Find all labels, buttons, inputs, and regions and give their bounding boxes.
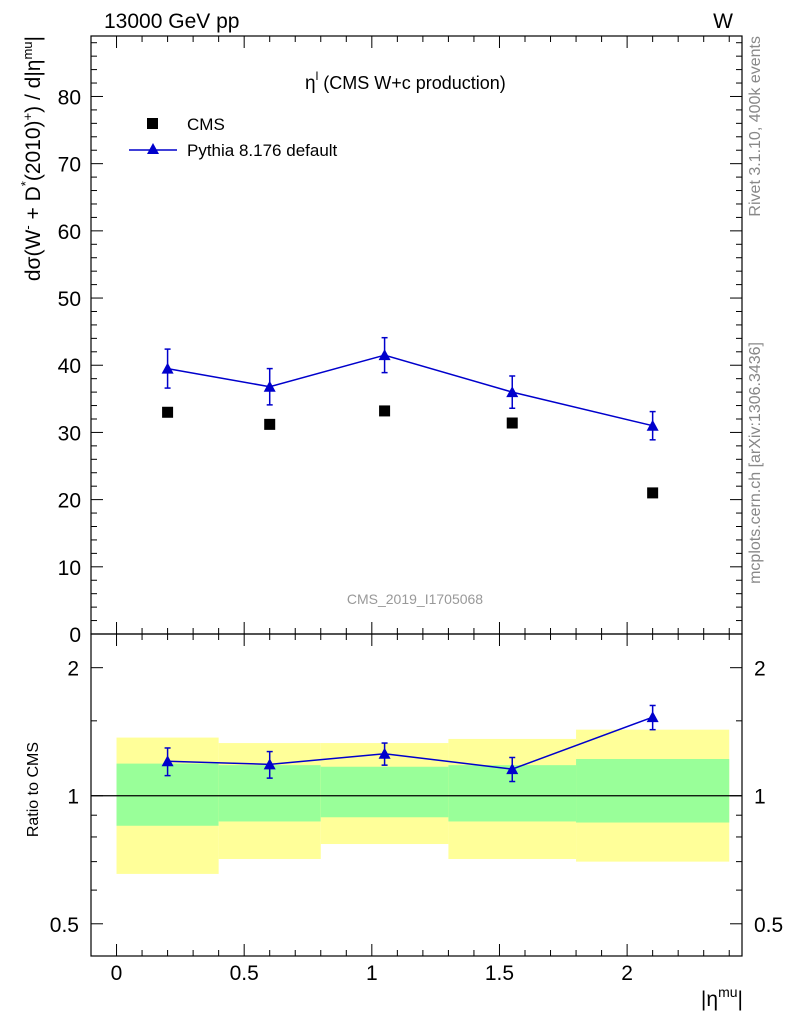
main-y-tick-label: 80 xyxy=(58,86,81,109)
ratio-y-tick-label: 1 xyxy=(67,786,79,809)
uncertainty-band-inner xyxy=(576,758,730,823)
main-y-tick-label: 0 xyxy=(69,624,81,647)
cms-data-point xyxy=(506,417,518,429)
x-tick-label: 0 xyxy=(111,962,123,985)
legend-mc-label: Pythia 8.176 default xyxy=(187,141,338,160)
cms-data-point xyxy=(647,487,659,499)
mc-data-point xyxy=(161,362,174,374)
x-tick-label: 2 xyxy=(621,962,633,985)
mcplots-label: mcplots.cern.ch [arXiv:1306.3436] xyxy=(747,342,764,584)
main-y-tick-label: 50 xyxy=(58,288,81,311)
mc-data-point xyxy=(646,419,659,431)
mc-series-line xyxy=(167,354,653,427)
ratio-y-tick-label: 2 xyxy=(67,658,79,681)
ratio-y-tick-label: 0.5 xyxy=(50,914,79,937)
ratio-mc-point xyxy=(263,758,276,770)
ratio-y-tick-label-right: 1 xyxy=(754,786,766,809)
ratio-mc-point xyxy=(378,747,391,759)
legend-cms-marker xyxy=(147,118,158,129)
legend-cms-label: CMS xyxy=(187,115,225,134)
main-panel: 0 10 20 30 40 50 60 70 80 ηl (CMS W+c production… xyxy=(58,35,743,647)
x-tick-label: 0.5 xyxy=(230,962,259,985)
rivet-label: Rivet 3.1.10, 400k events xyxy=(747,36,764,217)
ratio-panel: 0.5 0.5 1 1 2 2 0 0.5 1 1.5 2 xyxy=(50,633,783,985)
ratio-mc-point xyxy=(161,755,174,767)
cms-data-point xyxy=(264,418,276,430)
watermark: CMS_2019_I1705068 xyxy=(347,591,483,607)
cms-data-point xyxy=(379,405,391,417)
uncertainty-band-inner xyxy=(320,766,449,818)
y-axis-label-ratio: Ratio to CMS xyxy=(25,742,42,837)
plot-title: ηl (CMS W+c production) xyxy=(305,69,506,94)
y-axis-label-main: dσ(W- + D*(2010)+) / d|ηmu| xyxy=(18,36,45,281)
legend: CMS Pythia 8.176 default xyxy=(129,115,338,160)
x-tick-label: 1 xyxy=(366,962,378,985)
ratio-y-tick-label-right: 2 xyxy=(754,658,766,681)
legend-mc-marker xyxy=(147,143,159,154)
cms-data-point xyxy=(162,406,174,418)
main-y-tick-label: 70 xyxy=(58,154,81,177)
mc-data-point xyxy=(506,386,519,398)
header-right: W xyxy=(713,10,733,33)
header-left: 13000 GeV pp xyxy=(104,10,239,33)
main-y-tick-label: 10 xyxy=(58,557,81,580)
x-tick-label: 1.5 xyxy=(485,962,514,985)
main-y-tick-label: 30 xyxy=(58,422,81,445)
ratio-mc-point xyxy=(506,763,519,775)
ratio-frame xyxy=(90,633,743,957)
ratio-y-tick-label-right: 0.5 xyxy=(754,914,783,937)
x-axis-label: |ηmu| xyxy=(701,984,743,1011)
ratio-mc-point xyxy=(646,711,659,723)
mc-data-point xyxy=(378,349,391,361)
main-y-tick-label: 60 xyxy=(58,221,81,244)
mc-data-point xyxy=(263,380,276,392)
main-y-tick-label: 40 xyxy=(58,355,81,378)
main-y-tick-label: 20 xyxy=(58,490,81,513)
